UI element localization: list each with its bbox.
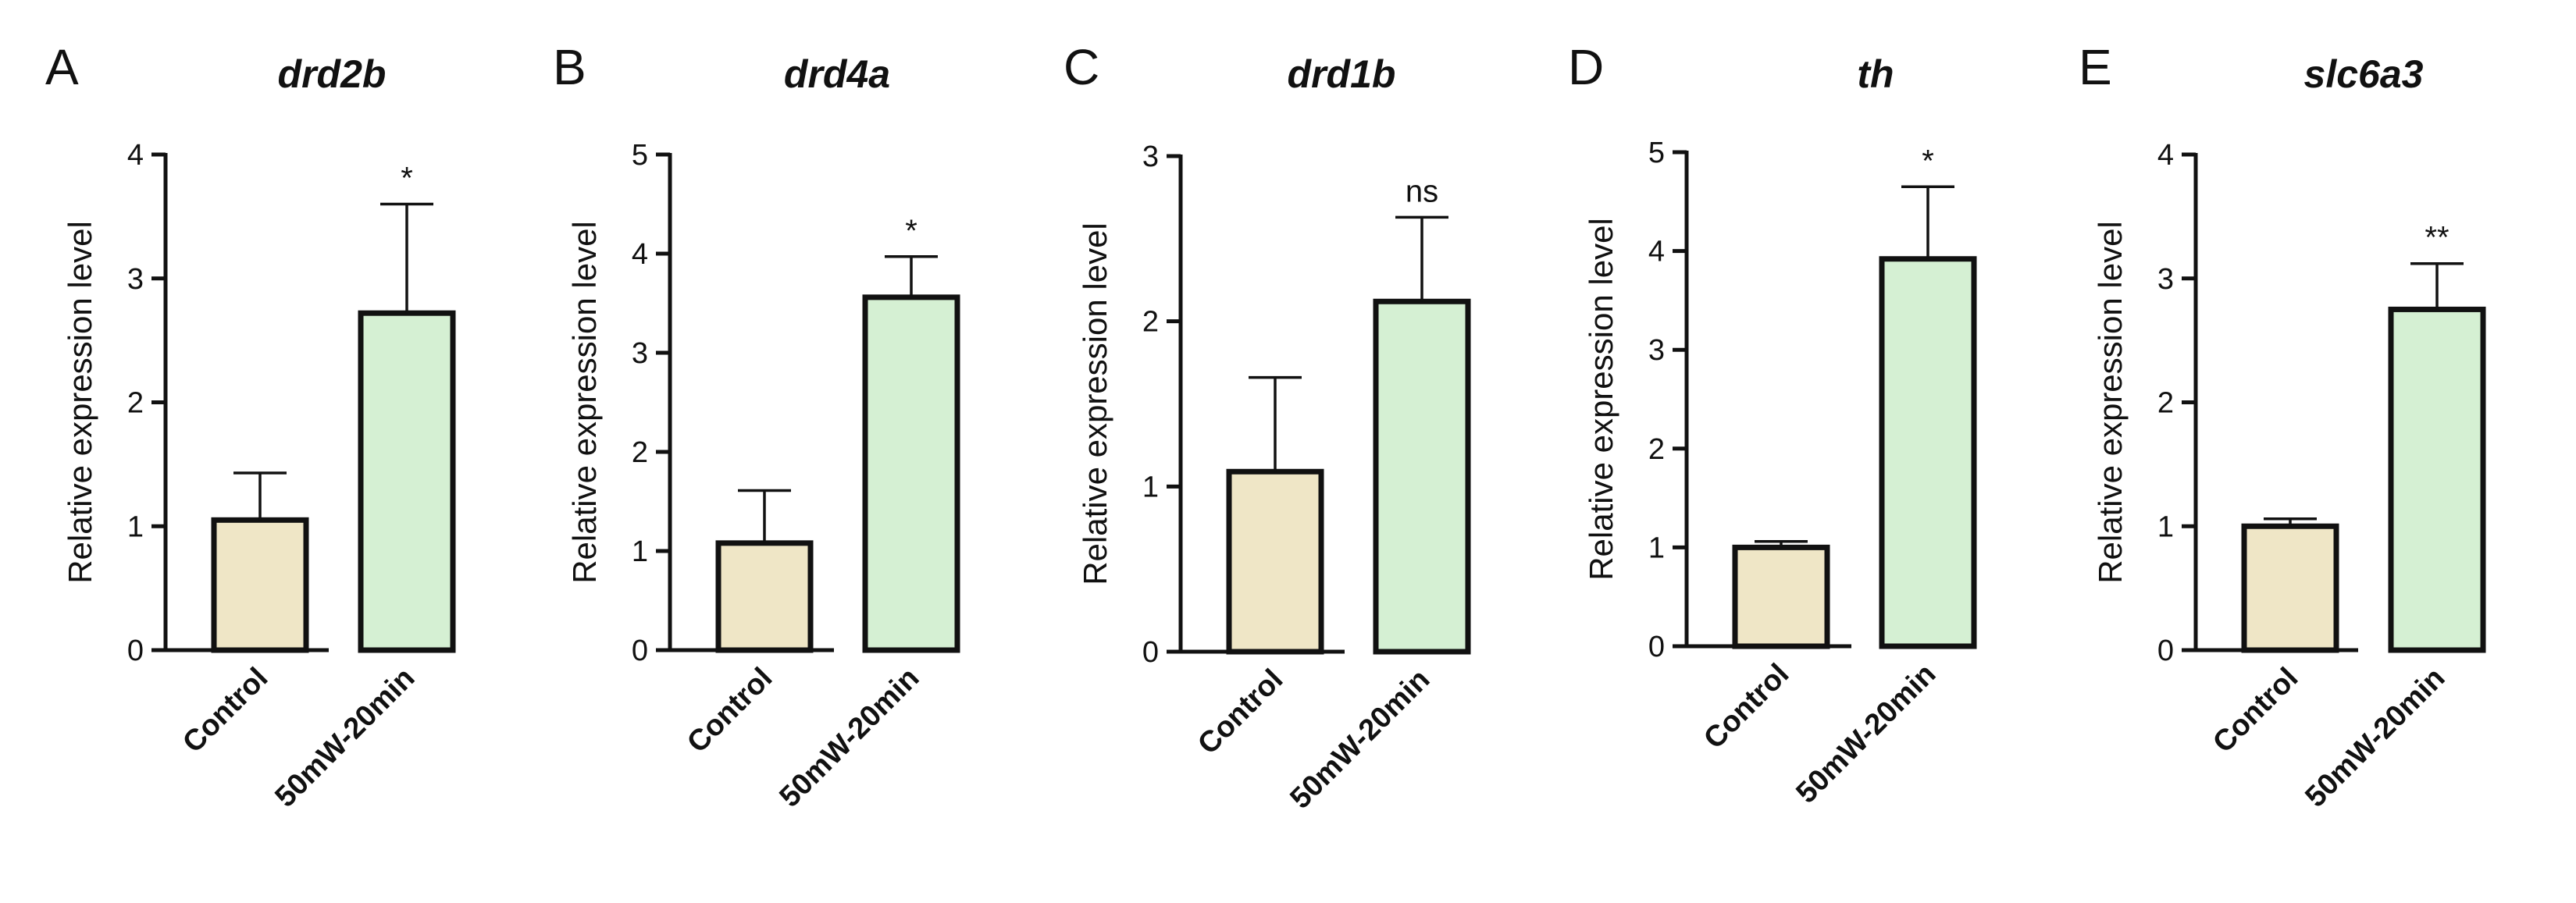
panel-letter: D — [1568, 39, 1604, 95]
x-tick-label: 50mW-20min — [269, 662, 421, 814]
bar-control — [211, 517, 309, 653]
y-tick-label: 2 — [1648, 433, 1665, 466]
y-tick-label: 4 — [632, 238, 648, 271]
bar-control — [2241, 523, 2339, 653]
y-tick-label: 5 — [1648, 137, 1665, 169]
y-axis-label: Relative expression level — [62, 221, 98, 584]
y-tick-label: 0 — [1648, 631, 1665, 663]
y-tick-label: 1 — [1648, 531, 1665, 564]
panel-letter: B — [553, 39, 586, 95]
y-tick-label: 0 — [632, 635, 648, 667]
y-tick-label: 2 — [1142, 306, 1159, 339]
y-axis-label: Relative expression level — [566, 221, 603, 584]
panel-letter: E — [2079, 39, 2112, 95]
y-tick-label: 3 — [632, 337, 648, 370]
y-tick-label: 1 — [1142, 471, 1159, 503]
x-tick-label: 50mW-20min — [1790, 658, 1942, 810]
x-tick-label: Control — [1698, 658, 1795, 755]
y-tick-label: 2 — [632, 436, 648, 469]
y-tick-label: 1 — [127, 510, 144, 543]
y-tick-label: 3 — [1142, 140, 1159, 173]
bar-50mw-20min — [862, 294, 960, 653]
significance-label: ns — [1406, 174, 1438, 208]
x-tick-label: 50mW-20min — [2299, 662, 2451, 814]
bar-control — [1732, 544, 1830, 649]
y-tick-label: 2 — [127, 387, 144, 420]
y-tick-label: 4 — [127, 139, 144, 172]
chart-title: drd4a — [784, 52, 890, 96]
y-axis-label: Relative expression level — [1077, 222, 1113, 585]
bar-control — [1226, 468, 1324, 655]
panel-letter: A — [45, 39, 79, 95]
y-tick-label: 3 — [1648, 334, 1665, 367]
y-tick-label: 3 — [127, 263, 144, 296]
bar-50mw-20min — [358, 310, 456, 653]
y-tick-label: 0 — [127, 635, 144, 667]
y-tick-label: 4 — [2157, 139, 2174, 172]
x-tick-label: Control — [2207, 662, 2304, 759]
panel-letter: C — [1064, 39, 1099, 95]
bar-control — [715, 540, 814, 653]
y-tick-label: 3 — [2157, 263, 2174, 296]
chart-title: th — [1857, 52, 1894, 96]
bar-50mw-20min — [1879, 256, 1977, 649]
y-axis-label: Relative expression level — [1583, 218, 1619, 581]
significance-label: * — [905, 214, 917, 248]
y-tick-label: 0 — [1142, 636, 1159, 669]
x-tick-label: Control — [176, 662, 274, 759]
significance-label: * — [1922, 144, 1934, 178]
y-tick-label: 5 — [632, 139, 648, 172]
significance-label: * — [401, 162, 413, 196]
y-tick-label: 4 — [1648, 236, 1665, 268]
y-tick-label: 0 — [2157, 635, 2174, 667]
y-tick-label: 1 — [2157, 510, 2174, 543]
x-tick-label: Control — [1192, 663, 1289, 761]
x-tick-label: 50mW-20min — [773, 662, 925, 814]
significance-label: ** — [2425, 221, 2449, 255]
bar-50mw-20min — [2388, 306, 2486, 653]
x-tick-label: Control — [681, 662, 779, 759]
chart-title: drd1b — [1288, 52, 1396, 96]
chart-title: drd2b — [278, 52, 387, 96]
y-axis-label: Relative expression level — [2092, 221, 2129, 584]
bar-50mw-20min — [1373, 298, 1471, 655]
y-tick-label: 2 — [2157, 387, 2174, 420]
x-tick-label: 50mW-20min — [1284, 663, 1436, 816]
chart-title: slc6a3 — [2304, 52, 2424, 96]
y-tick-label: 1 — [632, 535, 648, 568]
